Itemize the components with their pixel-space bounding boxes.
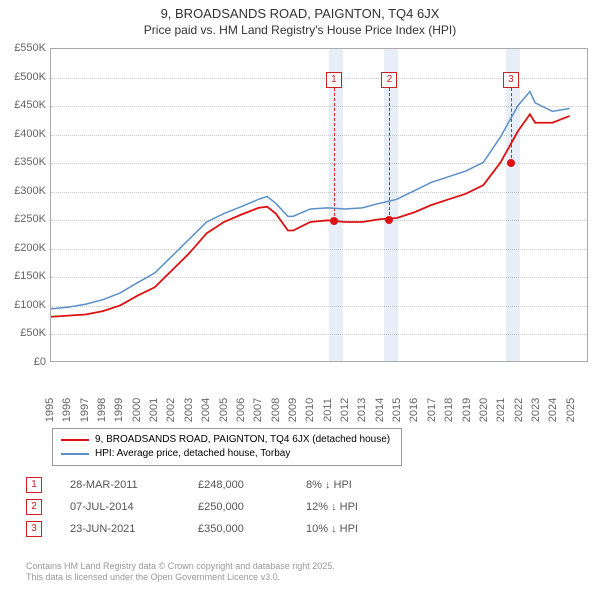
- transaction-date: 07-JUL-2014: [70, 501, 170, 513]
- chart-title: 9, BROADSANDS ROAD, PAIGNTON, TQ4 6JX: [0, 0, 600, 23]
- y-tick-label: £400K: [14, 128, 46, 140]
- marker-dot: [385, 216, 393, 224]
- x-tick-label: 2022: [513, 398, 525, 422]
- plot-area: 1 2 3: [50, 48, 588, 362]
- legend-row: 9, BROADSANDS ROAD, PAIGNTON, TQ4 6JX (d…: [61, 433, 393, 447]
- chart-container: 9, BROADSANDS ROAD, PAIGNTON, TQ4 6JX Pr…: [0, 0, 600, 590]
- x-tick-label: 2025: [565, 398, 577, 422]
- x-tick-label: 2006: [235, 398, 247, 422]
- x-tick-label: 2024: [547, 398, 559, 422]
- legend-label: 9, BROADSANDS ROAD, PAIGNTON, TQ4 6JX (d…: [95, 433, 390, 447]
- y-tick-label: £50K: [20, 327, 46, 339]
- footnote-line2: This data is licensed under the Open Gov…: [26, 572, 588, 584]
- y-tick-label: £250K: [14, 213, 46, 225]
- x-tick-label: 2011: [322, 398, 334, 422]
- transaction-hpi: 12% ↓ HPI: [306, 501, 396, 513]
- y-axis: £0 £50K £100K £150K £200K £250K £300K £350K £400…: [0, 42, 50, 422]
- x-tick-label: 1999: [113, 398, 125, 422]
- footnote: Contains HM Land Registry data © Crown c…: [26, 561, 588, 584]
- x-axis: 1995199619971998199920002001200220032004…: [50, 362, 588, 422]
- x-tick-label: 2017: [426, 398, 438, 422]
- x-tick-label: 1998: [96, 398, 108, 422]
- y-tick-label: £0: [34, 356, 46, 368]
- x-tick-label: 2002: [165, 398, 177, 422]
- y-tick-label: £150K: [14, 270, 46, 282]
- x-tick-label: 1997: [79, 398, 91, 422]
- transaction-row: 3 23-JUN-2021 £350,000 10% ↓ HPI: [26, 518, 588, 540]
- transaction-date: 28-MAR-2011: [70, 479, 170, 491]
- x-tick-label: 2015: [391, 398, 403, 422]
- transaction-row: 2 07-JUL-2014 £250,000 12% ↓ HPI: [26, 496, 588, 518]
- series-line: [51, 92, 570, 309]
- transaction-marker: 2: [26, 499, 42, 515]
- x-tick-label: 2016: [408, 398, 420, 422]
- marker-dot: [330, 217, 338, 225]
- x-tick-label: 2012: [339, 398, 351, 422]
- legend-swatch: [61, 439, 89, 441]
- legend: 9, BROADSANDS ROAD, PAIGNTON, TQ4 6JX (d…: [52, 428, 402, 466]
- transaction-price: £250,000: [198, 501, 278, 513]
- x-tick-label: 2008: [270, 398, 282, 422]
- x-tick-label: 2013: [356, 398, 368, 422]
- legend-row: HPI: Average price, detached house, Torb…: [61, 447, 393, 461]
- transaction-hpi: 8% ↓ HPI: [306, 479, 396, 491]
- chart-subtitle: Price paid vs. HM Land Registry's House …: [0, 23, 600, 41]
- marker-box: 2: [381, 72, 397, 88]
- x-tick-label: 2007: [252, 398, 264, 422]
- transaction-marker: 1: [26, 477, 42, 493]
- x-tick-label: 2004: [200, 398, 212, 422]
- x-tick-label: 2000: [131, 398, 143, 422]
- x-tick-label: 2009: [287, 398, 299, 422]
- y-tick-label: £300K: [14, 185, 46, 197]
- x-tick-label: 1995: [44, 398, 56, 422]
- x-tick-label: 2023: [530, 398, 542, 422]
- x-tick-label: 2020: [478, 398, 490, 422]
- y-tick-label: £550K: [14, 42, 46, 54]
- y-tick-label: £450K: [14, 99, 46, 111]
- x-tick-label: 1996: [61, 398, 73, 422]
- transaction-price: £248,000: [198, 479, 278, 491]
- x-tick-label: 2018: [443, 398, 455, 422]
- transaction-date: 23-JUN-2021: [70, 523, 170, 535]
- marker-box: 1: [326, 72, 342, 88]
- legend-swatch: [61, 453, 89, 455]
- y-tick-label: £350K: [14, 156, 46, 168]
- x-tick-label: 2014: [374, 398, 386, 422]
- transaction-row: 1 28-MAR-2011 £248,000 8% ↓ HPI: [26, 474, 588, 496]
- marker-dot: [507, 159, 515, 167]
- y-tick-label: £200K: [14, 242, 46, 254]
- x-tick-label: 2021: [495, 398, 507, 422]
- x-tick-label: 2019: [461, 398, 473, 422]
- x-tick-label: 2001: [148, 398, 160, 422]
- x-tick-label: 2005: [218, 398, 230, 422]
- x-tick-label: 2003: [183, 398, 195, 422]
- marker-box: 3: [503, 72, 519, 88]
- chart-area: £0 £50K £100K £150K £200K £250K £300K £350K £400…: [0, 42, 600, 422]
- footnote-line1: Contains HM Land Registry data © Crown c…: [26, 561, 588, 573]
- transaction-table: 1 28-MAR-2011 £248,000 8% ↓ HPI 2 07-JUL-2014…: [26, 474, 588, 540]
- line-layer: [51, 49, 587, 361]
- x-tick-label: 2010: [304, 398, 316, 422]
- transaction-price: £350,000: [198, 523, 278, 535]
- legend-label: HPI: Average price, detached house, Torb…: [95, 447, 290, 461]
- transaction-marker: 3: [26, 521, 42, 537]
- transaction-hpi: 10% ↓ HPI: [306, 523, 396, 535]
- series-line: [51, 114, 570, 317]
- y-tick-label: £500K: [14, 71, 46, 83]
- y-tick-label: £100K: [14, 299, 46, 311]
